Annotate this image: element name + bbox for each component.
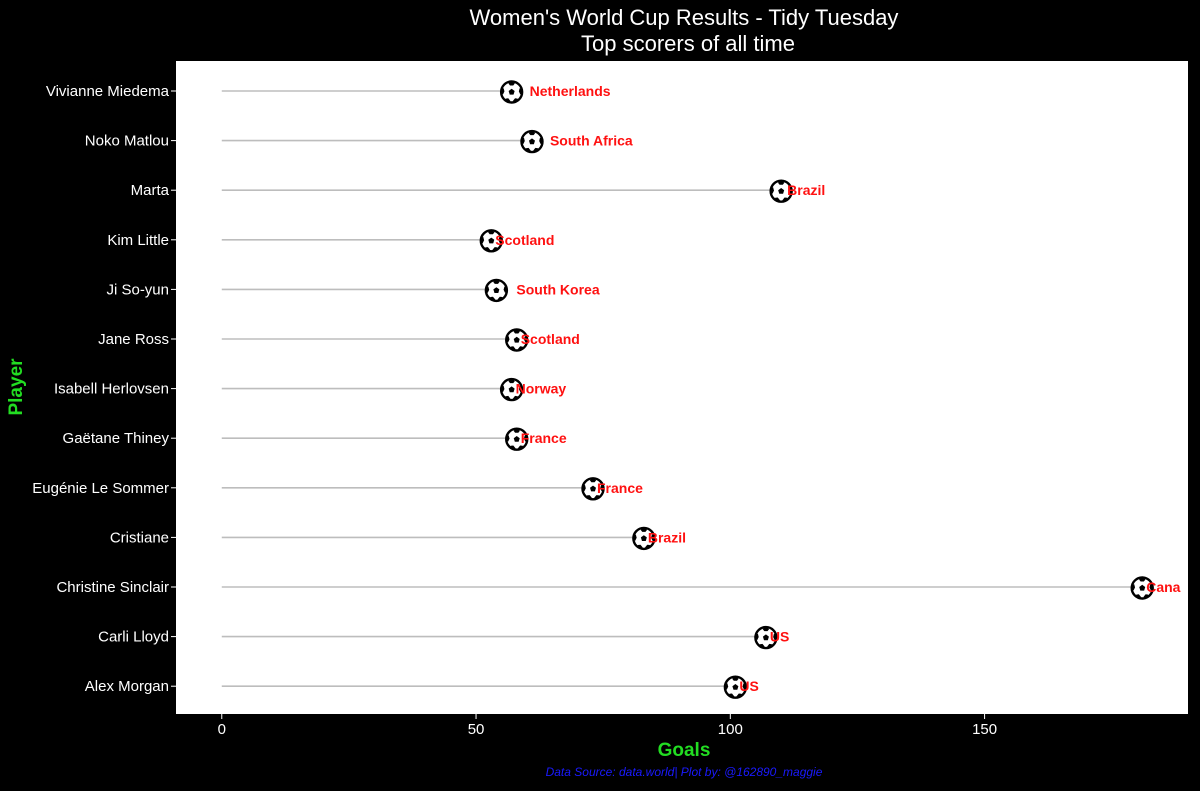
country-label: US (770, 629, 789, 645)
chart-subtitle: Top scorers of all time (581, 31, 795, 56)
soccer-ball-icon (501, 81, 523, 103)
y-tick-label: Isabell Herlovsen (54, 381, 169, 398)
y-tick-label: Jane Ross (98, 331, 169, 348)
country-label: Scotland (521, 331, 580, 347)
y-tick-label: Kim Little (107, 232, 169, 249)
country-label: Cana (1146, 579, 1180, 595)
country-label: France (597, 480, 643, 496)
country-label: Scotland (495, 232, 554, 248)
caption: Data Source: data.world| Plot by: @16289… (546, 765, 823, 779)
segments-layer (221, 90, 1143, 688)
y-tick-label: Cristiane (110, 529, 169, 546)
country-label: France (521, 430, 567, 446)
y-tick-label: Marta (131, 182, 170, 199)
x-axis-ticks: 0 50 100 150 (218, 714, 997, 738)
x-tick-label: 50 (468, 721, 485, 738)
country-label: Norway (516, 381, 567, 397)
plot-panel (176, 61, 1188, 714)
y-tick-label: Christine Sinclair (56, 579, 169, 596)
y-axis-title: Player (6, 358, 27, 416)
x-tick-label: 100 (718, 721, 743, 738)
country-label: Netherlands (530, 83, 611, 99)
y-tick-label: Alex Morgan (85, 678, 169, 695)
y-tick-label: Gaëtane Thiney (63, 430, 170, 447)
soccer-ball-icon (521, 131, 543, 153)
y-tick-label: Carli Lloyd (98, 629, 169, 646)
chart-title: Women's World Cup Results - Tidy Tuesday (470, 5, 899, 30)
x-tick-label: 0 (218, 721, 226, 738)
country-label: US (739, 678, 758, 694)
y-tick-label: Noko Matlou (85, 133, 169, 150)
y-tick-label: Ji So-yun (106, 281, 169, 298)
country-label: South Africa (550, 133, 633, 149)
x-axis-title: Goals (658, 740, 711, 761)
country-label: Brazil (787, 182, 825, 198)
soccer-ball-icon (485, 279, 507, 301)
y-tick-label: Eugénie Le Sommer (32, 480, 169, 497)
labels-layer: Netherlands South Africa Brazil Scotland Sou… (495, 83, 1180, 694)
x-tick-label: 150 (972, 721, 997, 738)
country-label: South Korea (516, 281, 599, 297)
y-axis-ticks: Vivianne Miedema Noko Matlou Marta Kim Litt… (32, 83, 176, 695)
country-label: Brazil (648, 529, 686, 545)
y-tick-label: Vivianne Miedema (46, 83, 170, 100)
